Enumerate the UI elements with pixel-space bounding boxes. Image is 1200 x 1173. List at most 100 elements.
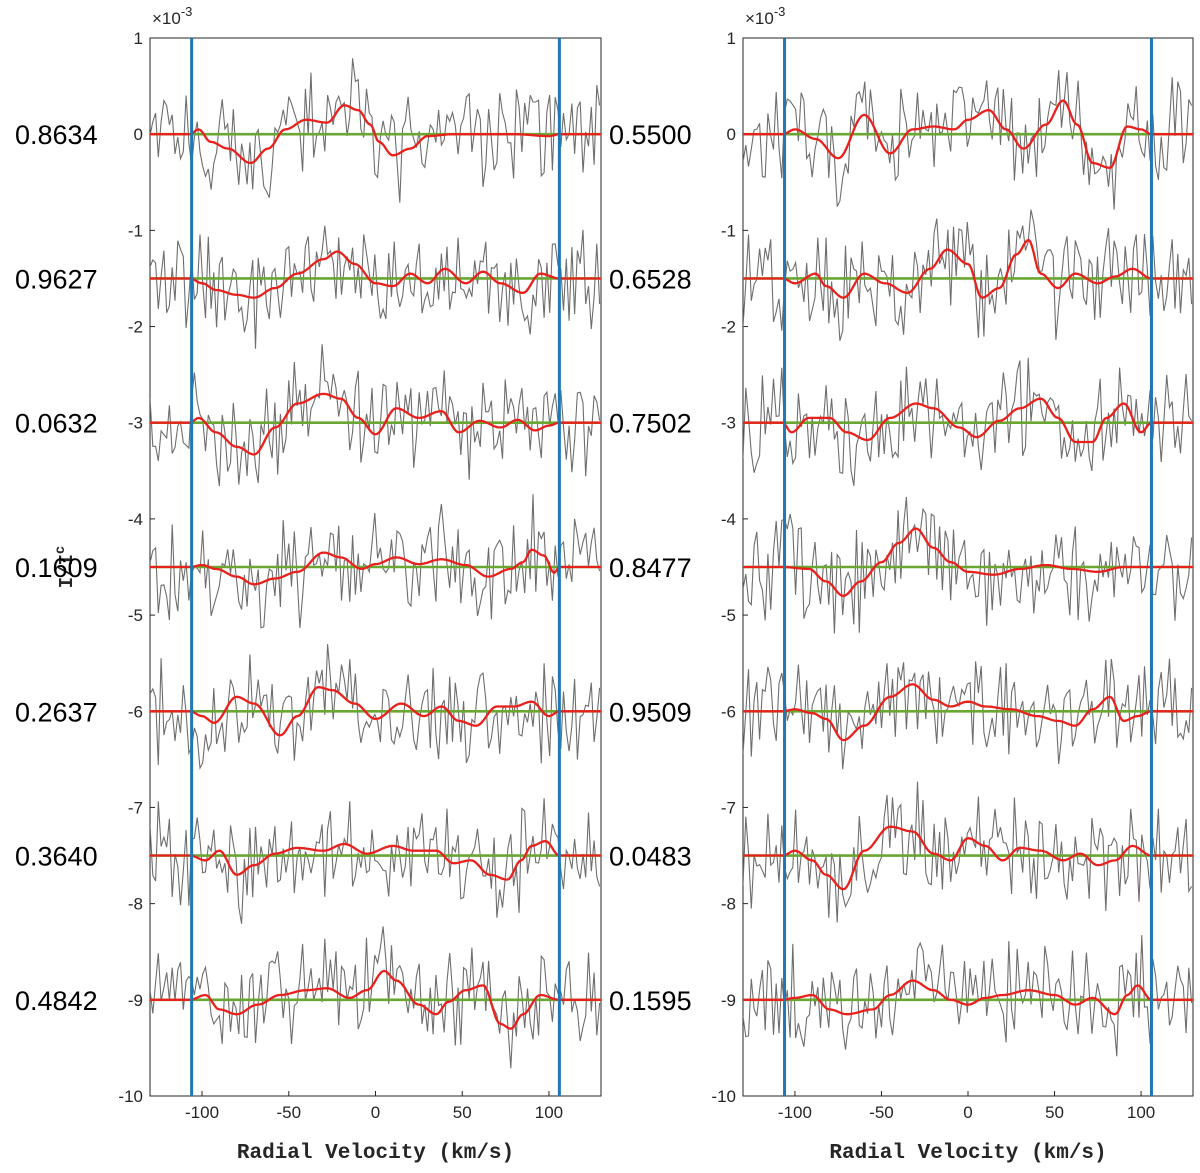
y-axis-label: I/Ic	[53, 546, 78, 589]
y-tick-label: -6	[721, 702, 736, 721]
x-tick-label: -100	[185, 1103, 219, 1122]
profile-0.2637	[150, 644, 601, 771]
observed-profile-line	[150, 494, 601, 629]
y-tick-label: -5	[128, 606, 143, 625]
phase-label: 0.0483	[609, 842, 692, 872]
phase-label: 0.8477	[609, 553, 692, 583]
profile-0.8477	[743, 496, 1193, 634]
profile-0.3640	[150, 798, 601, 924]
y-tick-label: -7	[721, 798, 736, 817]
model-profile-line	[150, 548, 601, 586]
phase-label: 0.5500	[609, 120, 692, 150]
observed-profile-line	[150, 644, 601, 771]
observed-profile-line	[743, 935, 1193, 1057]
y-tick-label: -7	[128, 798, 143, 817]
y-tick-label: -9	[721, 991, 736, 1010]
observed-profile-line	[743, 658, 1193, 770]
x-tick-label: 50	[1045, 1103, 1064, 1122]
model-profile-line	[150, 104, 601, 165]
profile-0.4842	[150, 926, 601, 1069]
phase-label: 0.4842	[15, 986, 98, 1016]
observed-profile-line	[150, 58, 601, 203]
observed-profile-line	[743, 209, 1193, 341]
plot-area	[743, 38, 1193, 1096]
x-tick-label: 0	[963, 1103, 972, 1122]
phase-label: 0.9627	[15, 264, 98, 294]
right-panel: 1 0 -1 -2 -3 -4 -5 -6 -7 -8 -9 -10 -100 -50 0 50 100 ×10-…	[609, 4, 1194, 1165]
plot-area	[150, 38, 601, 1096]
y-tick-label: -1	[128, 221, 143, 240]
axis-exponent-multiplier: ×10-3	[745, 4, 785, 28]
y-tick-label: -4	[721, 510, 736, 529]
x-tick-label: 50	[453, 1103, 472, 1122]
y-tick-label: 1	[727, 29, 736, 48]
y-tick-label: -9	[128, 991, 143, 1010]
y-tick-label: -10	[711, 1087, 736, 1106]
profile-0.6528	[743, 209, 1193, 341]
model-profile-line	[743, 99, 1193, 169]
model-profile-line	[743, 397, 1193, 444]
observed-profile-line	[150, 798, 601, 924]
x-axis-label: Radial Velocity (km/s)	[237, 1142, 514, 1165]
x-tick-label: 100	[535, 1103, 563, 1122]
left-panel: 1 0 -1 -2 -3 -4 -5 -6 -7 -8 -9 -10 -100 -50 0 50 100 ×10-…	[15, 4, 602, 1165]
y-tick-label: -8	[128, 895, 143, 914]
x-tick-label: 100	[1127, 1103, 1155, 1122]
axis-exponent-multiplier: ×10-3	[152, 4, 192, 28]
y-tick-label: -6	[128, 702, 143, 721]
observed-profile-line	[743, 357, 1193, 486]
y-tick-label: -1	[721, 221, 736, 240]
x-tick-label: -50	[869, 1103, 894, 1122]
y-tick-label: -2	[721, 318, 736, 337]
model-profile-line	[150, 686, 601, 737]
y-tick-label: -4	[128, 510, 143, 529]
profile-0.7502	[743, 357, 1193, 486]
model-profile-line	[150, 250, 601, 299]
observed-profile-line	[743, 496, 1193, 634]
phase-label: 0.3640	[15, 842, 98, 872]
model-profile-line	[150, 969, 601, 1030]
phase-label: 0.6528	[609, 264, 692, 294]
observed-profile-line	[150, 344, 601, 487]
model-profile-line	[743, 683, 1193, 742]
x-tick-label: -50	[276, 1103, 301, 1122]
profile-0.8634	[150, 58, 601, 203]
profile-0.0483	[743, 781, 1193, 923]
y-tick-label: -3	[721, 414, 736, 433]
y-tick-label: -3	[128, 414, 143, 433]
observed-profile-line	[150, 225, 601, 349]
phase-label: 0.1595	[609, 986, 692, 1016]
model-profile-line	[743, 825, 1193, 891]
phase-label: 0.8634	[15, 120, 98, 150]
profile-0.0632	[150, 344, 601, 487]
phase-label: 0.9509	[609, 697, 692, 727]
y-tick-label: -8	[721, 895, 736, 914]
y-tick-label: 0	[727, 125, 736, 144]
profile-0.9509	[743, 658, 1193, 770]
model-profile-line	[743, 979, 1193, 1016]
x-tick-label: -100	[778, 1103, 812, 1122]
profile-0.1609	[150, 494, 601, 629]
y-tick-label: -2	[128, 318, 143, 337]
y-tick-label: -5	[721, 606, 736, 625]
model-profile-line	[150, 392, 601, 456]
y-tick-label: 1	[134, 29, 143, 48]
model-profile-line	[743, 527, 1193, 598]
phase-label: 0.7502	[609, 409, 692, 439]
x-axis-label: Radial Velocity (km/s)	[829, 1142, 1106, 1165]
model-profile-line	[150, 839, 601, 881]
model-profile-line	[743, 238, 1193, 299]
profile-0.9627	[150, 225, 601, 349]
phase-label: 0.1609	[15, 553, 98, 583]
profile-0.1595	[743, 935, 1193, 1057]
observed-profile-line	[150, 926, 601, 1069]
y-tick-label: 0	[134, 125, 143, 144]
phase-label: 0.2637	[15, 697, 98, 727]
x-tick-label: 0	[371, 1103, 380, 1122]
observed-profile-line	[743, 781, 1193, 923]
phase-label: 0.0632	[15, 409, 98, 439]
y-tick-label: -10	[118, 1087, 143, 1106]
profile-0.5500	[743, 70, 1193, 210]
